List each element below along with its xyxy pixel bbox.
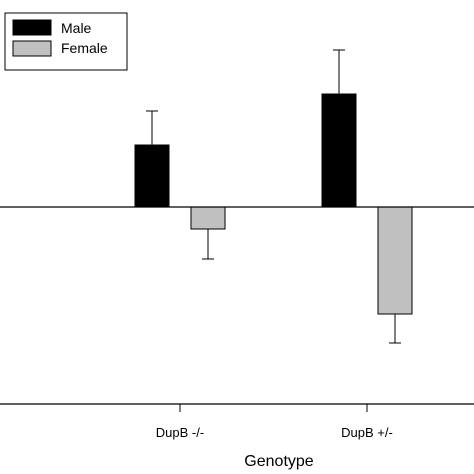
legend-label-male: Male <box>61 20 92 36</box>
legend: Male Female <box>4 12 128 71</box>
legend-swatch-female <box>12 40 52 57</box>
x-axis-ticks: DupB -/- DupB +/- <box>156 404 393 440</box>
x-tick-label-0: DupB -/- <box>156 425 204 440</box>
x-tick-label-1: DupB +/- <box>341 425 393 440</box>
bar-male-1 <box>321 93 357 208</box>
bar-female-1 <box>377 206 413 315</box>
legend-swatch-male <box>12 19 52 36</box>
plot-area <box>134 49 413 344</box>
bar-male-0 <box>134 144 170 208</box>
bar-female-0 <box>190 206 226 230</box>
legend-label-female: Female <box>61 40 108 56</box>
x-axis-title: Genotype <box>244 453 313 470</box>
